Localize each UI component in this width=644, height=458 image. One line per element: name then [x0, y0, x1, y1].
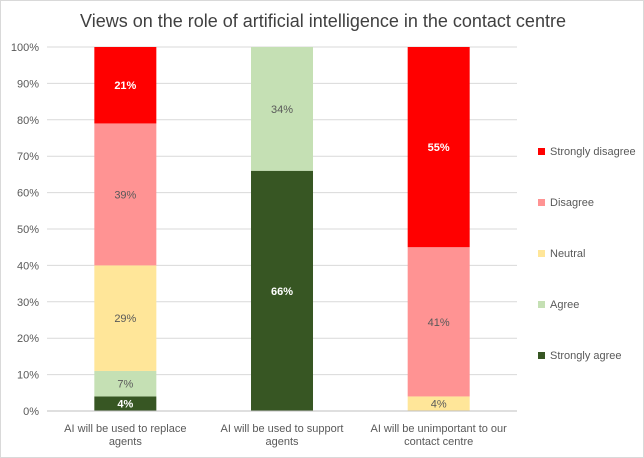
category-label: AI will be used to replace [64, 423, 186, 435]
data-label: 4% [431, 399, 447, 411]
legend-entry: Disagree [550, 197, 594, 209]
y-tick-label: 0% [23, 406, 39, 418]
y-tick-label: 80% [17, 115, 39, 127]
y-tick-label: 70% [17, 151, 39, 163]
category-label: agents [109, 436, 143, 448]
data-label: 66% [271, 286, 293, 298]
y-tick-label: 50% [17, 224, 39, 236]
bar-segment-agree [251, 47, 314, 171]
legend: Strongly disagree Disagree Neutral Agree Str… [538, 146, 636, 362]
data-label: 21% [114, 80, 136, 92]
bar-segment-strongly-agree [94, 396, 157, 411]
category-label: AI will be used to support [221, 423, 344, 435]
legend-swatch [538, 250, 545, 257]
data-label: 4% [117, 399, 133, 411]
category-label: contact centre [404, 436, 473, 448]
legend-swatch [538, 301, 545, 308]
y-tick-label: 90% [17, 78, 39, 90]
data-label: 55% [428, 142, 450, 154]
y-axis-tick-labels: 0% 10% 20% 30% 40% 50% 60% 70% 80% 90% 100% [11, 42, 39, 418]
bars [94, 47, 470, 411]
legend-swatch [538, 199, 545, 206]
y-tick-label: 40% [17, 260, 39, 272]
y-tick-label: 60% [17, 188, 39, 200]
bar-segment-disagree [407, 247, 470, 397]
bar-segment-disagree [94, 123, 157, 266]
bar-segment-strongly-agree [251, 170, 314, 411]
bar-segment-strongly-disagree [407, 47, 470, 248]
bar-segment-neutral [407, 396, 470, 411]
legend-swatch [538, 148, 545, 155]
data-label: 7% [117, 379, 133, 391]
bar-segment-strongly-disagree [94, 47, 157, 124]
legend-entry: Strongly agree [550, 350, 622, 362]
data-label: 34% [271, 104, 293, 116]
data-label: 39% [114, 189, 136, 201]
chart-title: Views on the role of artificial intellig… [80, 11, 566, 31]
data-label: 41% [428, 317, 450, 329]
legend-entry: Agree [550, 299, 579, 311]
data-label: 29% [114, 313, 136, 325]
legend-entry: Neutral [550, 248, 585, 260]
category-label: agents [265, 436, 299, 448]
y-tick-label: 20% [17, 333, 39, 345]
y-tick-label: 10% [17, 370, 39, 382]
category-label: AI will be unimportant to our [370, 423, 507, 435]
bar-segment-agree [94, 370, 157, 397]
legend-entry: Strongly disagree [550, 146, 636, 158]
bar-segment-neutral [94, 265, 157, 371]
data-labels: 4% 7% 29% 39% 21% 66% 34% 4% 41% 55% [114, 80, 450, 411]
legend-swatch [538, 352, 545, 359]
y-tick-label: 100% [11, 42, 39, 54]
y-tick-label: 30% [17, 297, 39, 309]
